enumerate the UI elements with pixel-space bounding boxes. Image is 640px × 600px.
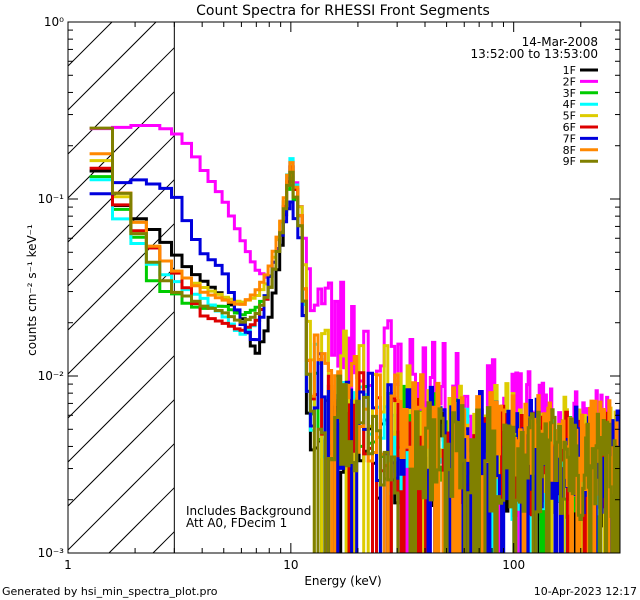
legend-label-8F: 8F xyxy=(563,144,576,157)
legend-label-2F: 2F xyxy=(563,75,576,88)
annotation-background: Includes Background xyxy=(186,504,311,518)
footer-generator: Generated by hsi_min_spectra_plot.pro xyxy=(2,585,218,598)
y-tick-label: 10⁻² xyxy=(38,369,65,383)
legend-label-5F: 5F xyxy=(563,110,576,123)
legend-label-3F: 3F xyxy=(563,87,576,100)
legend-label-9F: 9F xyxy=(563,155,576,168)
x-axis-label: Energy (keV) xyxy=(304,574,381,588)
hatch-line xyxy=(67,267,175,375)
hatch-line xyxy=(67,311,175,419)
series-9F xyxy=(89,126,620,553)
hatch-line xyxy=(67,91,175,199)
x-tick-label: 100 xyxy=(502,558,525,572)
plot-frame xyxy=(67,21,621,554)
hatch-line xyxy=(67,135,175,243)
annotation-attenuator: Att A0, FDecim 1 xyxy=(186,516,287,530)
hatch-line xyxy=(67,399,175,507)
time-range: 13:52:00 to 13:53:00 xyxy=(471,47,598,61)
x-tick-label: 10 xyxy=(283,558,298,572)
y-axis-label: counts cm⁻² s⁻¹ keV⁻¹ xyxy=(25,224,39,356)
hatch-line xyxy=(67,21,113,67)
series-lines xyxy=(89,124,620,553)
legend-label-1F: 1F xyxy=(563,64,576,77)
legend-label-4F: 4F xyxy=(563,98,576,111)
hatch-line xyxy=(108,487,175,554)
x-tick-label: 1 xyxy=(64,558,72,572)
hatch-line xyxy=(67,443,175,551)
y-tick-label: 10⁰ xyxy=(44,15,64,29)
chart-title: Count Spectra for RHESSI Front Segments xyxy=(196,3,490,19)
hatch-line xyxy=(67,223,175,331)
footer-timestamp: 10-Apr-2023 12:17 xyxy=(534,585,637,598)
axis-ticks xyxy=(67,22,621,554)
hatch-line xyxy=(152,531,175,554)
y-tick-label: 10⁻³ xyxy=(38,546,65,560)
hatch-line xyxy=(67,47,175,155)
hatch-line xyxy=(67,179,175,287)
y-tick-labels: 10⁰ 10⁻¹ 10⁻² 10⁻³ xyxy=(38,15,65,560)
flare-date: 14-Mar-2008 xyxy=(522,35,598,49)
hatched-region xyxy=(67,21,175,554)
y-tick-label: 10⁻¹ xyxy=(38,192,65,206)
x-tick-labels: 1 10 100 xyxy=(64,558,525,572)
legend-label-7F: 7F xyxy=(563,132,576,145)
legend-label-6F: 6F xyxy=(563,121,576,134)
hatch-line xyxy=(67,21,157,111)
hatch-line xyxy=(67,355,175,463)
